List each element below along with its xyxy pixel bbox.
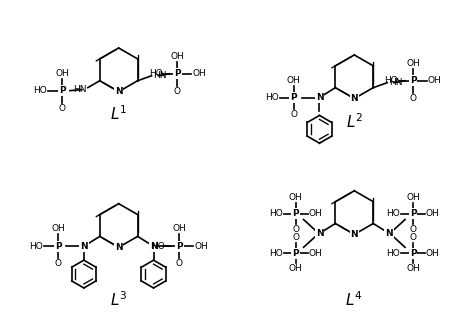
Text: OH: OH <box>289 193 302 202</box>
Text: OH: OH <box>171 52 184 61</box>
Text: P: P <box>176 242 182 251</box>
Text: N: N <box>80 242 88 251</box>
Text: OH: OH <box>426 209 440 218</box>
Text: P: P <box>55 242 61 251</box>
Text: N: N <box>115 243 122 252</box>
Text: $L^1$: $L^1$ <box>110 104 128 123</box>
Text: HO: HO <box>33 86 47 95</box>
Text: OH: OH <box>192 69 206 78</box>
Text: O: O <box>55 259 62 268</box>
Text: HO: HO <box>29 242 43 251</box>
Text: OH: OH <box>51 224 65 233</box>
Text: O: O <box>410 224 417 233</box>
Text: P: P <box>292 209 299 218</box>
Text: P: P <box>290 93 297 102</box>
Text: N: N <box>350 230 358 239</box>
Text: N: N <box>150 242 157 251</box>
Text: O: O <box>410 94 417 103</box>
Text: P: P <box>174 69 181 78</box>
Text: P: P <box>292 249 299 258</box>
Text: HO: HO <box>151 242 164 251</box>
Text: OH: OH <box>194 242 208 251</box>
Text: HN: HN <box>154 71 167 80</box>
Text: $L^4$: $L^4$ <box>346 291 363 309</box>
Text: N: N <box>316 93 323 102</box>
Text: O: O <box>290 111 297 119</box>
Text: OH: OH <box>406 193 420 202</box>
Text: N: N <box>385 229 393 238</box>
Text: OH: OH <box>406 264 420 273</box>
Text: N: N <box>115 87 122 96</box>
Text: HN: HN <box>73 85 87 94</box>
Text: P: P <box>410 249 416 258</box>
Text: P: P <box>410 76 416 85</box>
Text: O: O <box>292 224 299 233</box>
Text: P: P <box>59 86 65 95</box>
Text: OH: OH <box>289 264 302 273</box>
Text: OH: OH <box>309 209 322 218</box>
Text: HN: HN <box>389 78 402 87</box>
Text: OH: OH <box>426 249 440 258</box>
Text: OH: OH <box>406 59 420 68</box>
Text: HO: HO <box>386 249 400 258</box>
Text: O: O <box>58 104 65 113</box>
Text: HO: HO <box>149 69 163 78</box>
Text: HO: HO <box>384 76 398 85</box>
Text: HO: HO <box>269 209 283 218</box>
Text: OH: OH <box>428 76 442 85</box>
Text: OH: OH <box>309 249 322 258</box>
Text: HO: HO <box>265 93 279 102</box>
Text: $L^3$: $L^3$ <box>110 291 128 309</box>
Text: $L^2$: $L^2$ <box>346 112 363 131</box>
Text: O: O <box>176 259 183 268</box>
Text: OH: OH <box>287 76 301 85</box>
Text: O: O <box>292 233 299 242</box>
Text: O: O <box>410 233 417 242</box>
Text: OH: OH <box>55 69 69 78</box>
Text: HO: HO <box>269 249 283 258</box>
Text: HO: HO <box>386 209 400 218</box>
Text: O: O <box>174 87 181 96</box>
Text: OH: OH <box>173 224 186 233</box>
Text: P: P <box>410 209 416 218</box>
Text: N: N <box>350 94 358 103</box>
Text: N: N <box>316 229 323 238</box>
